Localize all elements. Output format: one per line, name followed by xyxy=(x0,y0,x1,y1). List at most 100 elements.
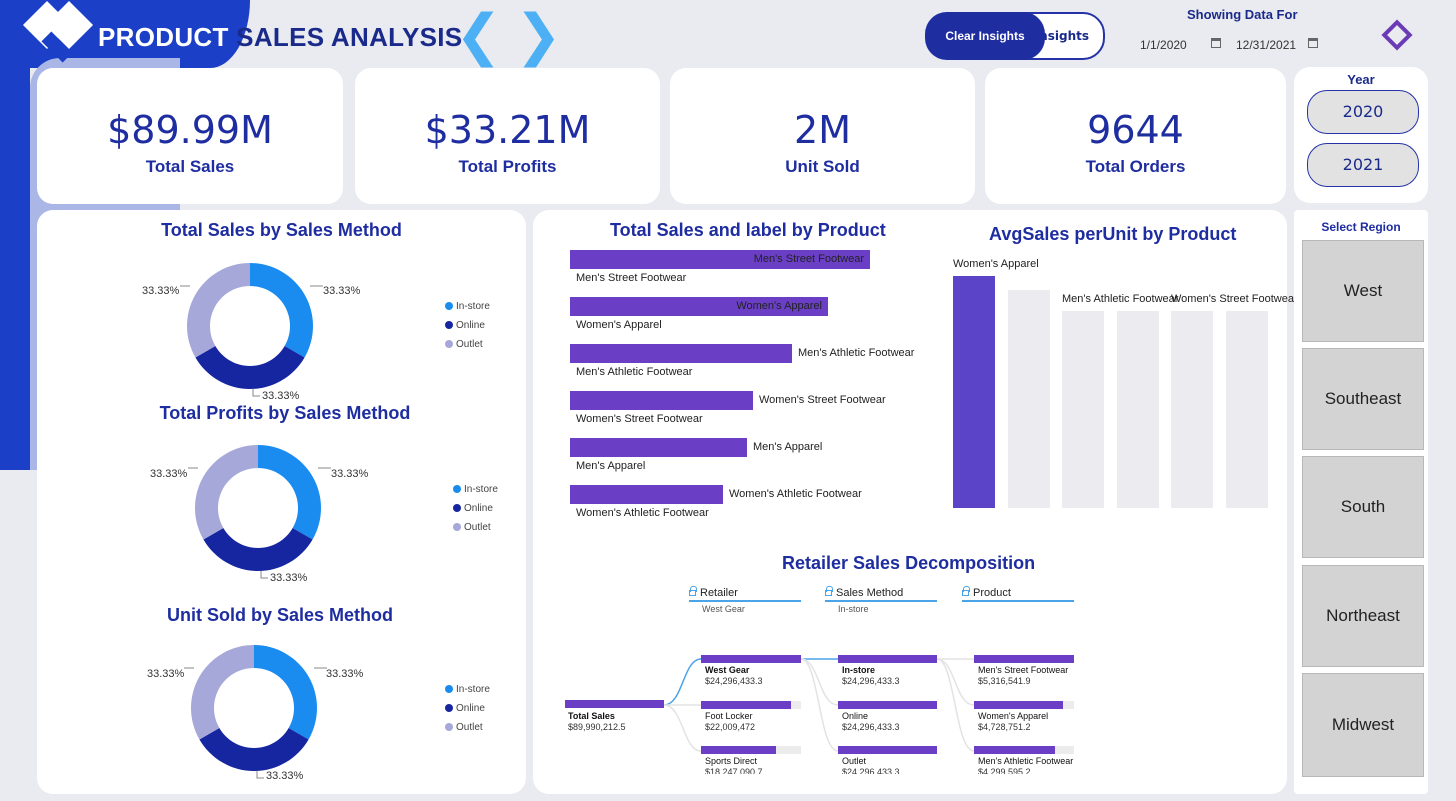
donut-slice-in-store[interactable] xyxy=(254,645,317,740)
legend-outlet[interactable]: Outlet xyxy=(445,722,483,733)
decomp-retailer-value: $24,296,433.3 xyxy=(705,676,763,686)
product-panel: Total Sales and label by Product AvgSale… xyxy=(533,210,1298,794)
column-chart: Women's Apparel Men's Athletic Footwear Wo… xyxy=(533,210,1298,530)
kpi-value: $89.99M xyxy=(107,108,273,152)
bar-category-label: Women's Street Footwear xyxy=(576,413,703,425)
column[interactable] xyxy=(1007,289,1050,508)
bar-category-label: Men's Athletic Footwear xyxy=(576,366,693,378)
donut-title-profits: Total Profits by Sales Method xyxy=(159,403,411,423)
pct-label: 33.33% xyxy=(326,668,364,680)
pct-label: 33.33% xyxy=(270,572,308,584)
donut-slice-in-store[interactable] xyxy=(250,263,313,358)
kpi-card-unit-sold: 2M Unit Sold xyxy=(670,68,975,204)
bar[interactable] xyxy=(570,250,870,269)
legend-online[interactable]: Online xyxy=(445,703,485,714)
region-option-south[interactable]: South xyxy=(1302,456,1424,558)
decomp-product-bar[interactable] xyxy=(974,701,1063,709)
region-slicer: Select Region West Southeast South North… xyxy=(1294,210,1428,794)
donut-slice-online[interactable] xyxy=(199,728,309,771)
decomp-product-label: Men's Athletic Footwear xyxy=(978,756,1074,766)
decomp-product-label: Men's Street Footwear xyxy=(978,665,1069,675)
decomp-method-bar[interactable] xyxy=(838,746,937,754)
column[interactable] xyxy=(1062,310,1104,508)
kpi-label: Total Orders xyxy=(1085,157,1186,176)
decomp-retailer-bar[interactable] xyxy=(701,701,791,709)
decomp-header-retailer[interactable]: Retailer xyxy=(689,586,738,599)
column[interactable] xyxy=(1116,310,1159,508)
region-option-west[interactable]: West xyxy=(1302,240,1424,342)
region-option-midwest[interactable]: Midwest xyxy=(1302,673,1424,777)
bar[interactable] xyxy=(570,485,723,504)
legend-in-store[interactable]: In-store xyxy=(445,301,490,312)
decomp-retailer-bar[interactable] xyxy=(701,746,776,754)
bar[interactable] xyxy=(570,391,753,410)
donut-slice-in-store[interactable] xyxy=(258,445,321,540)
decomp-header-product[interactable]: Product xyxy=(962,586,1011,599)
legend-online[interactable]: Online xyxy=(453,503,493,514)
decomp-method-value: $24,296,433.3 xyxy=(842,767,900,774)
decomp-retailer-label: West Gear xyxy=(705,665,750,675)
column[interactable] xyxy=(1225,310,1268,508)
legend-outlet[interactable]: Outlet xyxy=(445,339,483,350)
bar-data-label: Men's Athletic Footwear xyxy=(798,347,915,359)
pct-label: 33.33% xyxy=(147,668,185,680)
decomp-underline xyxy=(962,600,1074,602)
region-option-northeast[interactable]: Northeast xyxy=(1302,565,1424,667)
decomp-retailer-value: $22,009,472 xyxy=(705,722,756,732)
bar-chart-title: Total Sales and label by Product xyxy=(610,220,886,240)
donut-slice-online[interactable] xyxy=(203,528,313,571)
donut-charts xyxy=(180,263,331,779)
decomp-retailer-label: Sports Direct xyxy=(705,756,758,766)
prev-page-button[interactable]: ❮ xyxy=(455,3,502,68)
column-label: Men's Athletic Footwear xyxy=(1062,292,1179,305)
lock-icon xyxy=(825,586,833,596)
pct-label: 33.33% xyxy=(262,390,300,402)
decomp-title: Retailer Sales Decomposition xyxy=(782,553,1036,573)
decomp-product-bar[interactable] xyxy=(974,655,1074,663)
region-option-southeast[interactable]: Southeast xyxy=(1302,348,1424,450)
calendar-icon[interactable] xyxy=(1308,38,1318,48)
next-page-button[interactable]: ❯ xyxy=(515,3,562,68)
kpi-value: $33.21M xyxy=(424,108,591,152)
showing-data-label: Showing Data For xyxy=(1187,7,1298,22)
legend-in-store[interactable]: In-store xyxy=(445,684,490,695)
bar-data-label: Men's Apparel xyxy=(753,441,823,453)
decomp-root-bar[interactable] xyxy=(565,700,664,708)
column[interactable] xyxy=(1171,310,1213,508)
decomp-product-bar[interactable] xyxy=(974,746,1055,754)
kpi-card-total-sales: $89.99M Total Sales xyxy=(37,68,343,204)
donut-slice-outlet[interactable] xyxy=(195,445,258,540)
start-date-input[interactable]: 1/1/2020 xyxy=(1140,38,1187,52)
leader-line xyxy=(252,389,260,397)
donut-slice-online[interactable] xyxy=(195,346,305,389)
legend-outlet[interactable]: Outlet xyxy=(453,522,491,533)
decomp-product-value: $4,728,751.2 xyxy=(978,722,1031,732)
decomp-selected: West Gear xyxy=(702,604,745,614)
donut-slice-outlet[interactable] xyxy=(191,645,254,740)
decomp-header-sales-method[interactable]: Sales Method xyxy=(825,586,903,599)
bar-category-label: Men's Street Footwear xyxy=(576,272,687,284)
bar[interactable] xyxy=(570,438,747,457)
diamond-icon[interactable] xyxy=(1381,19,1413,51)
decomp-root-value: $89,990,212.5 xyxy=(568,722,626,732)
decomp-method-label: Outlet xyxy=(842,756,867,766)
column-label: Women's Apparel xyxy=(953,258,1039,270)
year-option-2021[interactable]: 2021 xyxy=(1307,143,1419,187)
lock-icon xyxy=(962,586,970,596)
donut-title-units: Unit Sold by Sales Method xyxy=(166,605,394,625)
year-option-2020[interactable]: 2020 xyxy=(1307,90,1419,134)
legend-online[interactable]: Online xyxy=(445,320,485,331)
bar[interactable] xyxy=(570,297,828,316)
bar-data-label: Men's Street Footwear xyxy=(753,253,864,265)
end-date-input[interactable]: 12/31/2021 xyxy=(1236,38,1297,52)
column[interactable] xyxy=(953,276,995,508)
bar[interactable] xyxy=(570,344,792,363)
calendar-icon[interactable] xyxy=(1211,38,1221,48)
decomp-retailer-bar[interactable] xyxy=(701,655,801,663)
decomp-product-value: $4,299,595.2 xyxy=(978,767,1031,774)
legend-in-store[interactable]: In-store xyxy=(453,484,498,495)
donut-slice-outlet[interactable] xyxy=(187,263,250,358)
decomp-method-bar[interactable] xyxy=(838,701,937,709)
decomp-method-bar[interactable] xyxy=(838,655,937,663)
clear-insights-button[interactable]: Clear Insights xyxy=(925,12,1045,60)
